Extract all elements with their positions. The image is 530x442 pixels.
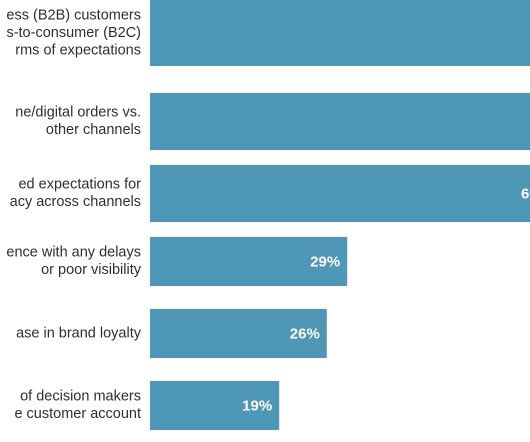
value-label: 60% [521,185,530,202]
bar [150,237,348,286]
category-label: or poor visibility [41,262,142,278]
category-label: ed expectations for [18,177,141,193]
value-label: 26% [290,325,320,342]
category-label: acy across channels [10,194,141,210]
category-label: rms of expectations [15,42,141,58]
bar [150,381,280,430]
category-label: e customer account [14,406,141,422]
category-label: ess (B2B) customers [6,7,141,23]
bar [150,0,530,66]
category-label: ase in brand loyalty [16,325,142,341]
bar [150,309,327,358]
value-label: 29% [310,253,340,270]
category-label: ence with any delays [6,245,141,261]
value-label: 19% [242,397,272,414]
category-label: other channels [46,122,141,138]
bar [150,93,530,150]
category-label: of decision makers [20,389,141,405]
bar [150,165,530,222]
category-label: ne/digital orders vs. [15,105,141,121]
category-label: s-to-consumer (B2C) [6,25,141,41]
